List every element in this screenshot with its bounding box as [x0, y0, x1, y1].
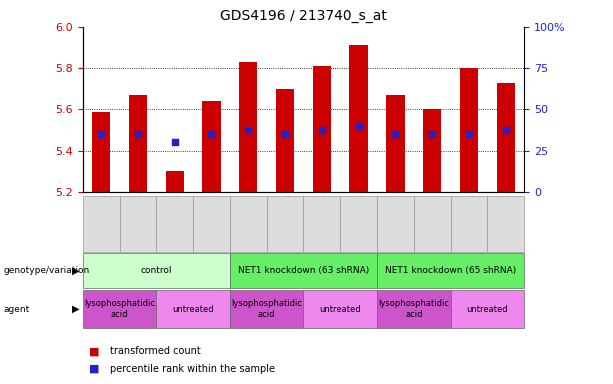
Text: percentile rank within the sample: percentile rank within the sample — [110, 364, 275, 374]
Text: control: control — [140, 266, 172, 275]
Point — [170, 139, 180, 146]
Bar — [276, 89, 294, 192]
Text: ■: ■ — [89, 364, 99, 374]
Bar — [202, 101, 221, 192]
Text: untreated: untreated — [172, 305, 214, 314]
Point — [96, 131, 106, 137]
Text: NET1 knockdown (65 shRNA): NET1 knockdown (65 shRNA) — [385, 266, 516, 275]
Point — [427, 131, 437, 137]
Point — [243, 127, 253, 133]
Point — [317, 127, 327, 133]
Bar — [460, 68, 478, 192]
Point — [280, 131, 290, 137]
Bar — [313, 66, 331, 192]
Point — [390, 131, 400, 137]
Text: lysophosphatidic
acid: lysophosphatidic acid — [84, 300, 155, 319]
Text: untreated: untreated — [319, 305, 361, 314]
Bar — [239, 62, 257, 192]
Text: genotype/variation: genotype/variation — [3, 266, 89, 275]
Point — [133, 131, 143, 137]
Bar — [386, 95, 405, 192]
Bar — [497, 83, 515, 192]
Point — [354, 123, 364, 129]
Title: GDS4196 / 213740_s_at: GDS4196 / 213740_s_at — [220, 9, 387, 23]
Text: ▶: ▶ — [72, 304, 80, 314]
Point — [501, 127, 511, 133]
Bar — [423, 109, 441, 192]
Text: untreated: untreated — [466, 305, 508, 314]
Point — [464, 131, 474, 137]
Text: transformed count: transformed count — [110, 346, 201, 356]
Bar — [166, 171, 184, 192]
Bar — [129, 95, 147, 192]
Bar — [349, 45, 368, 192]
Point — [207, 131, 216, 137]
Text: ▶: ▶ — [72, 266, 80, 276]
Text: lysophosphatidic
acid: lysophosphatidic acid — [231, 300, 302, 319]
Text: NET1 knockdown (63 shRNA): NET1 knockdown (63 shRNA) — [238, 266, 369, 275]
Text: ■: ■ — [89, 346, 99, 356]
Text: lysophosphatidic
acid: lysophosphatidic acid — [378, 300, 449, 319]
Text: agent: agent — [3, 305, 29, 314]
Bar — [92, 111, 110, 192]
